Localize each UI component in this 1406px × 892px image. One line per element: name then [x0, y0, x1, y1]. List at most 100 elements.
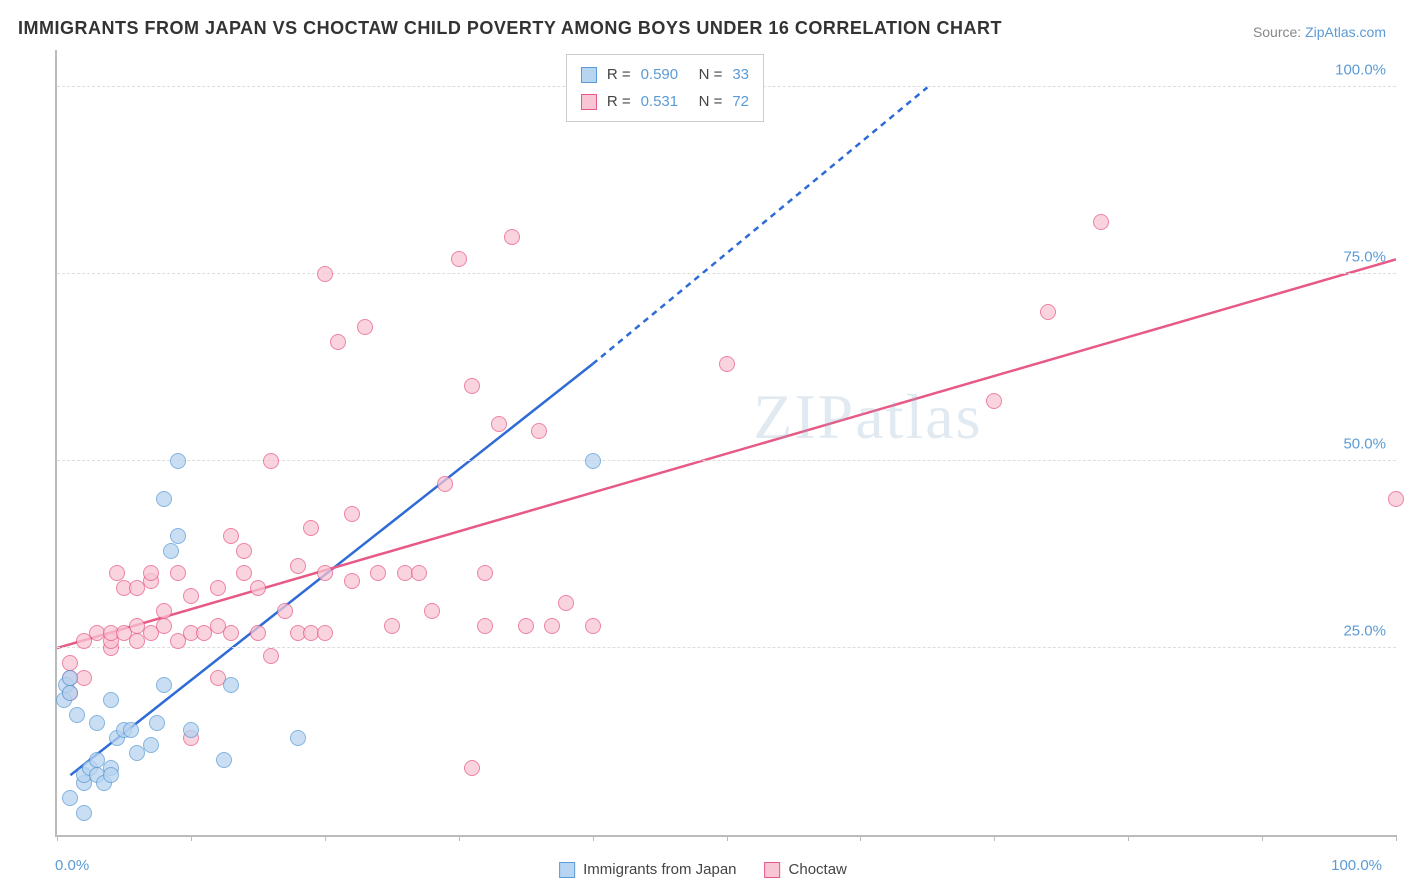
data-point — [330, 334, 346, 350]
x-legend-item: Immigrants from Japan — [559, 861, 736, 878]
data-point — [290, 558, 306, 574]
source-label: Source: — [1253, 24, 1305, 40]
x-tick-mark — [325, 835, 326, 841]
data-point — [263, 648, 279, 664]
data-point — [544, 618, 560, 634]
data-point — [250, 580, 266, 596]
legend-row: R = 0.590 N = 33 — [581, 61, 749, 88]
data-point — [1388, 491, 1404, 507]
x-legend-item: Choctaw — [765, 861, 847, 878]
data-point — [62, 685, 78, 701]
r-value: 0.590 — [641, 61, 689, 88]
y-tick-label: 75.0% — [1343, 249, 1386, 266]
gridline — [57, 273, 1396, 274]
data-point — [303, 520, 319, 536]
data-point — [290, 730, 306, 746]
data-point — [156, 491, 172, 507]
data-point — [437, 476, 453, 492]
data-point — [277, 603, 293, 619]
data-point — [62, 670, 78, 686]
data-point — [424, 603, 440, 619]
data-point — [518, 618, 534, 634]
data-point — [504, 229, 520, 245]
data-point — [223, 528, 239, 544]
data-point — [149, 715, 165, 731]
data-point — [1040, 304, 1056, 320]
x-tick-mark — [860, 835, 861, 841]
data-point — [62, 655, 78, 671]
y-tick-label: 50.0% — [1343, 436, 1386, 453]
data-point — [585, 618, 601, 634]
data-point — [1093, 214, 1109, 230]
x-tick-mark — [1262, 835, 1263, 841]
n-value: 33 — [732, 61, 749, 88]
data-point — [317, 625, 333, 641]
x-tick-max: 100.0% — [1331, 857, 1382, 874]
data-point — [263, 453, 279, 469]
data-point — [531, 423, 547, 439]
data-point — [986, 393, 1002, 409]
legend-row: R =0.531N =72 — [581, 88, 749, 115]
y-tick-label: 25.0% — [1343, 623, 1386, 640]
n-label: N = — [699, 61, 723, 88]
n-label: N = — [699, 88, 723, 115]
data-point — [558, 595, 574, 611]
gridline — [57, 460, 1396, 461]
data-point — [317, 266, 333, 282]
data-point — [344, 573, 360, 589]
legend-label: Choctaw — [789, 861, 847, 878]
data-point — [585, 453, 601, 469]
chart-container: Child Poverty Among Boys Under 16 ZIPatl… — [0, 50, 1406, 892]
watermark: ZIPatlas — [753, 380, 982, 454]
data-point — [109, 565, 125, 581]
x-tick-mark — [57, 835, 58, 841]
data-point — [183, 722, 199, 738]
x-tick-mark — [994, 835, 995, 841]
data-point — [451, 251, 467, 267]
data-point — [357, 319, 373, 335]
legend-swatch — [581, 67, 597, 83]
data-point — [156, 618, 172, 634]
data-point — [411, 565, 427, 581]
data-point — [384, 618, 400, 634]
x-tick-mark — [459, 835, 460, 841]
data-point — [170, 453, 186, 469]
legend-swatch — [581, 94, 597, 110]
r-value: 0.531 — [641, 88, 689, 115]
data-point — [344, 506, 360, 522]
x-tick-mark — [593, 835, 594, 841]
data-point — [103, 692, 119, 708]
data-point — [76, 805, 92, 821]
data-point — [156, 677, 172, 693]
x-tick-mark — [1128, 835, 1129, 841]
source-attribution: Source: ZipAtlas.com — [1253, 24, 1386, 40]
legend-swatch — [765, 862, 781, 878]
data-point — [210, 580, 226, 596]
source-link[interactable]: ZipAtlas.com — [1305, 24, 1386, 40]
data-point — [477, 565, 493, 581]
trend-lines — [57, 50, 1396, 835]
data-point — [123, 722, 139, 738]
gridline — [57, 647, 1396, 648]
correlation-legend: R =0.590N =33R =0.531N =72 — [566, 54, 764, 122]
data-point — [464, 378, 480, 394]
data-point — [236, 543, 252, 559]
data-point — [223, 625, 239, 641]
data-point — [69, 707, 85, 723]
x-axis-legend: Immigrants from Japan Choctaw — [559, 861, 847, 878]
x-tick-min: 0.0% — [55, 857, 89, 874]
data-point — [170, 528, 186, 544]
data-point — [89, 715, 105, 731]
data-point — [370, 565, 386, 581]
data-point — [477, 618, 493, 634]
data-point — [170, 565, 186, 581]
data-point — [143, 737, 159, 753]
data-point — [317, 565, 333, 581]
legend-label: Immigrants from Japan — [583, 861, 736, 878]
r-label: R = — [607, 61, 631, 88]
data-point — [250, 625, 266, 641]
r-label: R = — [607, 88, 631, 115]
legend-swatch — [559, 862, 575, 878]
data-point — [491, 416, 507, 432]
plot-area: ZIPatlas 25.0%50.0%75.0%100.0%R =0.590N … — [55, 50, 1396, 837]
